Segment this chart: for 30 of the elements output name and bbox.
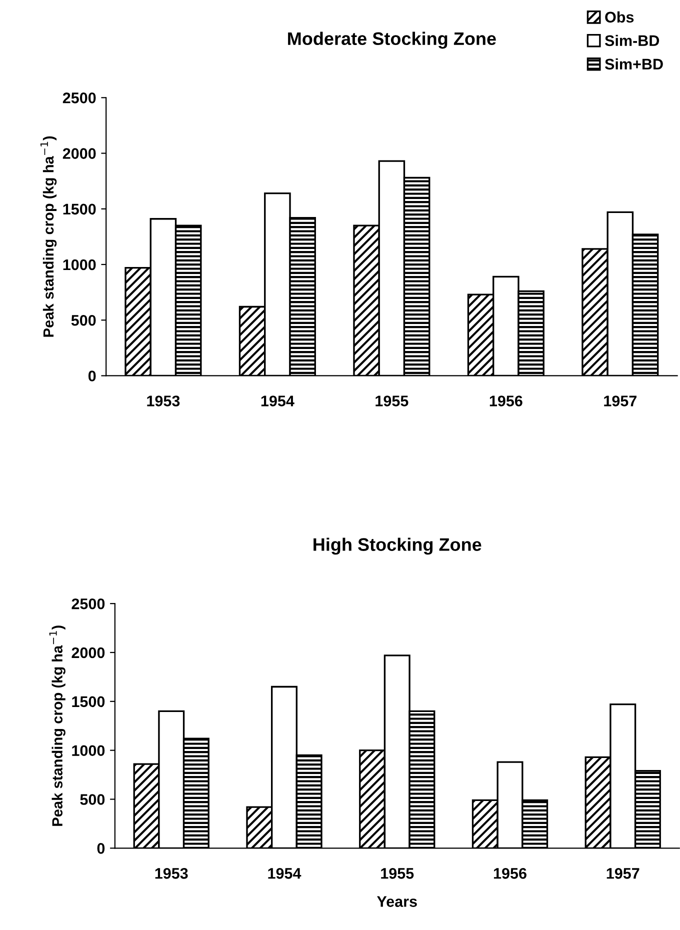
y-tick-label: 0 xyxy=(88,370,96,382)
y-tick-label: 1500 xyxy=(63,204,96,215)
x-tick-label: 1955 xyxy=(381,868,414,879)
y-tick-label: 1000 xyxy=(63,259,96,270)
y-tick-label: 2000 xyxy=(62,148,96,159)
x-tick-label: 1954 xyxy=(261,396,294,406)
y-tick-label: 0 xyxy=(97,843,105,854)
x-axis-title: Years xyxy=(376,896,417,907)
legend-label: Sim-BD xyxy=(604,34,660,46)
x-tick-label: 1955 xyxy=(376,396,408,406)
y-tick-label: 1500 xyxy=(72,696,105,708)
x-tick-label: 1957 xyxy=(606,868,640,879)
x-tick-label: 1957 xyxy=(604,396,636,406)
y-tick-label: 500 xyxy=(71,314,96,326)
chart-title: Moderate Stocking Zone xyxy=(288,32,496,49)
y-tick-label: 500 xyxy=(80,794,105,805)
y-axis-title: Peak standing crop (kg ha$^{−1}$) xyxy=(40,136,57,337)
x-tick-label: 1953 xyxy=(155,868,188,879)
x-tick-label: 1954 xyxy=(268,868,302,879)
y-tick-label: 2500 xyxy=(72,598,105,610)
chart-title: High Stocking Zone xyxy=(314,538,482,555)
x-tick-label: 1953 xyxy=(147,396,180,406)
y-tick-label: 1000 xyxy=(72,745,105,756)
y-tick-label: 2000 xyxy=(72,647,105,658)
legend-label: Sim+BD xyxy=(604,58,663,70)
x-tick-label: 1956 xyxy=(494,868,526,879)
y-axis-title: Peak standing crop (kg ha$^{−1}$) xyxy=(49,626,66,826)
legend-label: Obs xyxy=(605,11,634,23)
x-tick-label: 1956 xyxy=(490,396,522,406)
y-tick-label: 2500 xyxy=(62,92,96,104)
